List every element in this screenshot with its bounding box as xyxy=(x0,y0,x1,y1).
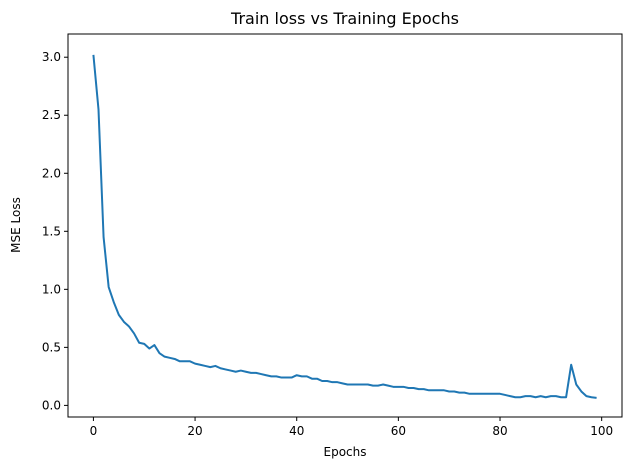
y-tick-label: 2.0 xyxy=(42,166,61,180)
x-tick-label: 0 xyxy=(90,424,98,438)
y-axis-label: MSE Loss xyxy=(9,197,23,253)
y-axis-ticks: 0.0 0.5 1.0 1.5 2.0 2.5 3.0 xyxy=(42,50,68,412)
y-tick-label: 2.5 xyxy=(42,108,61,122)
x-axis-label: Epochs xyxy=(324,445,367,459)
x-tick-label: 40 xyxy=(289,424,304,438)
plot-frame xyxy=(67,33,623,418)
x-axis-ticks: 0 20 40 60 80 100 xyxy=(90,417,613,438)
y-tick-label: 1.5 xyxy=(42,224,61,238)
chart-title: Train loss vs Training Epochs xyxy=(230,9,459,28)
y-tick-label: 3.0 xyxy=(42,50,61,64)
train-loss-line xyxy=(92,54,597,399)
x-tick-label: 80 xyxy=(492,424,507,438)
x-tick-label: 100 xyxy=(590,424,613,438)
y-tick-label: 0.5 xyxy=(42,340,61,354)
y-tick-label: 1.0 xyxy=(42,282,61,296)
x-tick-label: 20 xyxy=(187,424,202,438)
x-tick-label: 60 xyxy=(391,424,406,438)
y-tick-label: 0.0 xyxy=(42,398,61,412)
